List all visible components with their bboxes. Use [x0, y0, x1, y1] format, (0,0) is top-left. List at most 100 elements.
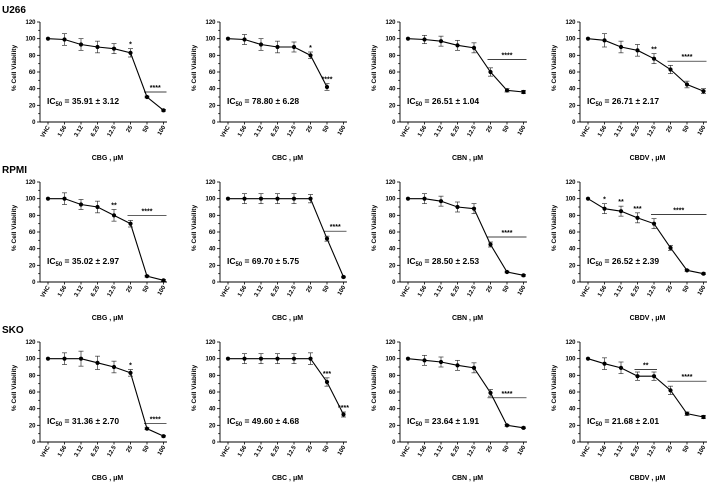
ic50-label: IC50 = 35.02 ± 2.97 [47, 256, 119, 268]
x-tick-label: VHC [220, 284, 232, 299]
x-tick-label: 25 [486, 124, 495, 133]
x-axis-label: CBN , μM [452, 315, 483, 322]
data-point [618, 209, 624, 214]
y-tick-label: 40 [209, 407, 216, 413]
x-tick-label: 1.56 [57, 124, 68, 138]
data-point [95, 44, 100, 50]
x-axis-label: CBC , μM [272, 155, 303, 162]
y-axis-label: % Cell Viability [11, 45, 18, 92]
x-tick-label: 3.12 [614, 124, 625, 138]
x-axis-label: CBG , μM [92, 155, 124, 162]
data-point [45, 196, 51, 201]
data-point [585, 356, 591, 361]
x-tick-label: 12.5 [107, 444, 118, 458]
data-point [144, 94, 150, 100]
x-tick-label: 100 [517, 124, 528, 136]
x-axis-label: CBC , μM [272, 475, 303, 482]
significance-marker: *** [633, 206, 641, 213]
series-line [48, 198, 164, 281]
significance-marker: **** [150, 85, 161, 92]
x-tick-label: 1.56 [597, 444, 608, 458]
significance-marker: **** [322, 77, 333, 84]
y-tick-label: 100 [565, 37, 576, 43]
x-tick-label: 100 [157, 444, 168, 456]
data-point [618, 44, 624, 50]
data-point [242, 356, 247, 361]
data-point [291, 196, 297, 201]
y-tick-label: 60 [569, 230, 576, 236]
y-tick-label: 120 [25, 340, 36, 346]
data-point [455, 43, 460, 48]
y-tick-label: 100 [565, 197, 576, 203]
x-tick-label: 1.56 [237, 444, 248, 458]
series-line [408, 198, 524, 276]
data-point [144, 274, 150, 279]
y-tick-label: 100 [565, 357, 576, 363]
x-tick-label: 1.56 [597, 124, 608, 138]
x-axis-label: CBDV , μM [630, 315, 666, 322]
data-point [618, 365, 624, 370]
x-tick-label: 6.25 [630, 124, 641, 138]
x-tick-label: 25 [126, 284, 135, 293]
x-axis-label: CBG , μM [92, 475, 124, 482]
x-tick-label: 3.12 [614, 444, 625, 458]
data-point [45, 356, 51, 361]
x-tick-label: VHC [580, 284, 592, 299]
significance-marker: **** [142, 208, 153, 215]
y-tick-label: 120 [565, 20, 576, 26]
data-point [651, 374, 657, 379]
x-axis-label: CBC , μM [272, 315, 303, 322]
data-point [161, 434, 166, 439]
panel-sko-cbn: 0 20 40 60 80 100 120 % Cell Viability VHC 1.56 3.… [371, 340, 528, 482]
data-point [635, 215, 640, 220]
data-point [341, 412, 346, 417]
data-point [668, 67, 673, 72]
x-tick-label: 25 [666, 284, 675, 293]
x-axis-label: CBDV , μM [630, 155, 666, 162]
x-tick-label: 100 [337, 284, 348, 296]
x-tick-label: VHC [400, 124, 412, 139]
data-point [111, 46, 117, 51]
significance-marker: **** [502, 53, 513, 60]
ic50-label: IC50 = 28.50 ± 2.53 [407, 256, 479, 268]
x-tick-label: 6.25 [450, 124, 461, 138]
data-point [684, 268, 690, 273]
x-tick-label: 3.12 [254, 284, 265, 298]
data-point [504, 269, 510, 275]
data-point [275, 44, 280, 50]
x-tick-label: 25 [486, 284, 495, 293]
y-tick-label: 80 [389, 213, 396, 219]
y-axis-label: % Cell Viability [551, 365, 558, 412]
x-tick-label: VHC [580, 124, 592, 139]
data-point [258, 42, 264, 47]
x-axis-label: CBN , μM [452, 155, 483, 162]
y-axis-label: % Cell Viability [371, 205, 378, 252]
significance-marker: ** [111, 203, 117, 210]
x-tick-label: 6.25 [90, 444, 101, 458]
x-tick-label: 12.5 [647, 124, 658, 138]
data-point [275, 196, 280, 201]
y-tick-label: 0 [572, 120, 576, 126]
y-tick-label: 60 [29, 230, 36, 236]
x-tick-label: 6.25 [270, 284, 281, 298]
y-tick-label: 100 [205, 357, 216, 363]
x-tick-label: VHC [580, 444, 592, 459]
y-tick-label: 40 [389, 407, 396, 413]
y-tick-label: 20 [389, 423, 396, 429]
x-tick-label: 3.12 [74, 284, 85, 298]
x-tick-label: 6.25 [90, 284, 101, 298]
x-tick-label: 12.5 [647, 284, 658, 298]
data-point [258, 196, 264, 201]
x-tick-label: 50 [682, 444, 691, 453]
data-point [422, 196, 427, 201]
y-tick-label: 80 [569, 213, 576, 219]
panel-sko-cbc: 0 20 40 60 80 100 120 % Cell Viability VHC 1.56 3.… [191, 340, 349, 482]
significance-marker: **** [330, 224, 341, 231]
y-tick-label: 120 [565, 340, 576, 346]
data-point [324, 84, 330, 90]
data-point [455, 204, 460, 210]
data-point [684, 82, 690, 87]
y-tick-label: 40 [209, 87, 216, 93]
y-tick-label: 120 [25, 180, 36, 186]
